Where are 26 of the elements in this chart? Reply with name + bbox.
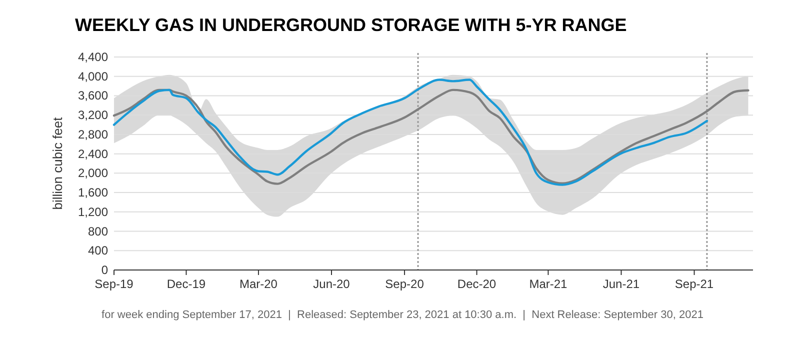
- x-tick-label: Sep-20: [385, 277, 424, 291]
- y-tick-label: 4,400: [78, 50, 108, 64]
- line-series: [112, 88, 750, 185]
- x-tick-label: Jun-20: [313, 277, 350, 291]
- y-tick-label: 0: [101, 263, 108, 277]
- y-tick-label: 2,800: [78, 127, 108, 142]
- y-axis-title: billion cubic feet: [50, 116, 65, 210]
- x-tick-label: Dec-19: [166, 277, 206, 291]
- text: for week ending September 17, 2021 | Released: September 23, 2021 at 10:30 a.m. | Next Release: September 30, 2021: [102, 309, 704, 321]
- y-tick-label: 3,600: [78, 88, 108, 103]
- y-tick-label: 2,000: [78, 166, 108, 180]
- x-tick-label: Mar-20: [239, 277, 278, 291]
- y-tick-label: 1,200: [78, 204, 108, 219]
- y-tick-label: 4,000: [78, 69, 108, 84]
- x-tick-label: Mar-21: [529, 277, 568, 291]
- y-tick-label: 400: [88, 244, 108, 258]
- line-series: [112, 78, 708, 186]
- y-tick-label: 2,400: [78, 146, 108, 161]
- y-tick-label: 1,600: [78, 186, 108, 200]
- x-tick-label: Dec-20: [457, 277, 496, 291]
- x-tick-label: Sep-21: [674, 277, 714, 291]
- x-tick-label: Jun-21: [602, 277, 640, 291]
- y-tick-label: 3,200: [78, 108, 108, 122]
- chart-title: WEEKLY GAS IN UNDERGROUND STORAGE WITH 5-YR RANGE: [75, 15, 627, 35]
- y-tick-label: 800: [88, 224, 108, 238]
- x-tick-label: Sep-19: [94, 277, 134, 291]
